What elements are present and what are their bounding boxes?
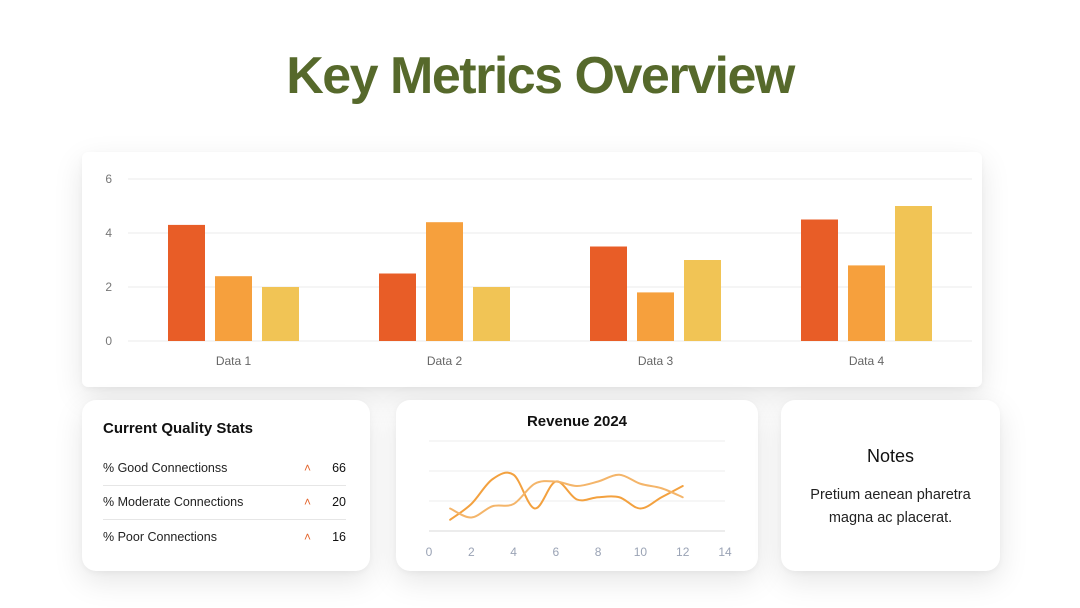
x-tick-label: 2 xyxy=(468,545,475,559)
y-tick-label: 6 xyxy=(105,172,112,186)
x-tick-label: Data 2 xyxy=(427,354,463,368)
bar xyxy=(426,222,463,341)
x-tick-label: 14 xyxy=(718,545,732,559)
bar xyxy=(168,224,205,341)
quality-stats-title: Current Quality Stats xyxy=(103,420,254,437)
notes-body: Pretium aenean pharetra magna ac placera… xyxy=(810,487,971,526)
stats-row-label: % Moderate Connections xyxy=(103,495,244,509)
quality-stats-card: Current Quality Stats % Good Connections… xyxy=(82,400,370,571)
stats-row-value: 16 xyxy=(332,530,346,544)
bar xyxy=(473,287,510,341)
x-tick-label: Data 4 xyxy=(849,354,885,368)
bar xyxy=(215,276,252,341)
stats-row-moderate: % Moderate Connections ˄ 20 xyxy=(103,485,346,520)
bar xyxy=(637,292,674,341)
stats-row-value: 20 xyxy=(332,495,346,509)
x-tick-label: 6 xyxy=(553,545,560,559)
x-tick-label: 12 xyxy=(676,545,690,559)
bar xyxy=(262,287,299,341)
bar xyxy=(590,246,627,341)
y-tick-label: 0 xyxy=(105,334,112,348)
revenue-line-chart: 0 2 4 6 8 10 12 14 xyxy=(426,440,732,559)
stats-row-label: % Good Connectionss xyxy=(103,461,228,475)
chevron-up-icon: ˄ xyxy=(304,530,312,544)
y-tick-label: 2 xyxy=(105,280,112,294)
x-tick-label: 10 xyxy=(634,545,648,559)
chevron-up-icon: ˄ xyxy=(304,461,312,475)
bar xyxy=(684,260,721,341)
revenue-chart-title: Revenue 2024 xyxy=(526,413,628,430)
stats-row-good: % Good Connectionss ˄ 66 xyxy=(103,451,346,486)
x-tick-label: 8 xyxy=(595,545,602,559)
bar-chart-card: 0 2 4 6 Data 1 Data 2 Data 3 Data 4 xyxy=(82,152,982,387)
notes-card: Notes Pretium aenean pharetra magna ac p… xyxy=(781,400,1000,571)
stats-row-value: 66 xyxy=(332,461,346,475)
bar xyxy=(848,265,885,341)
x-tick-label: Data 3 xyxy=(638,354,674,368)
stats-row-poor: % Poor Connections ˄ 16 xyxy=(103,520,346,554)
x-tick-label: 0 xyxy=(426,545,433,559)
series-line xyxy=(449,473,684,519)
x-tick-label: Data 1 xyxy=(216,354,252,368)
notes-title: Notes xyxy=(866,446,915,466)
bar-chart: 0 2 4 6 Data 1 Data 2 Data 3 Data 4 xyxy=(105,172,972,368)
series-line xyxy=(449,471,684,521)
x-tick-label: 4 xyxy=(510,545,517,559)
revenue-chart-card: Revenue 2024 0 2 4 6 8 10 12 14 xyxy=(396,400,758,571)
bar xyxy=(801,219,838,341)
y-tick-label: 4 xyxy=(105,226,112,240)
page-title: Key Metrics Overview xyxy=(286,47,795,105)
bar xyxy=(379,273,416,341)
stats-row-label: % Poor Connections xyxy=(103,530,217,544)
bar xyxy=(895,206,932,341)
chevron-up-icon: ˄ xyxy=(304,495,312,509)
